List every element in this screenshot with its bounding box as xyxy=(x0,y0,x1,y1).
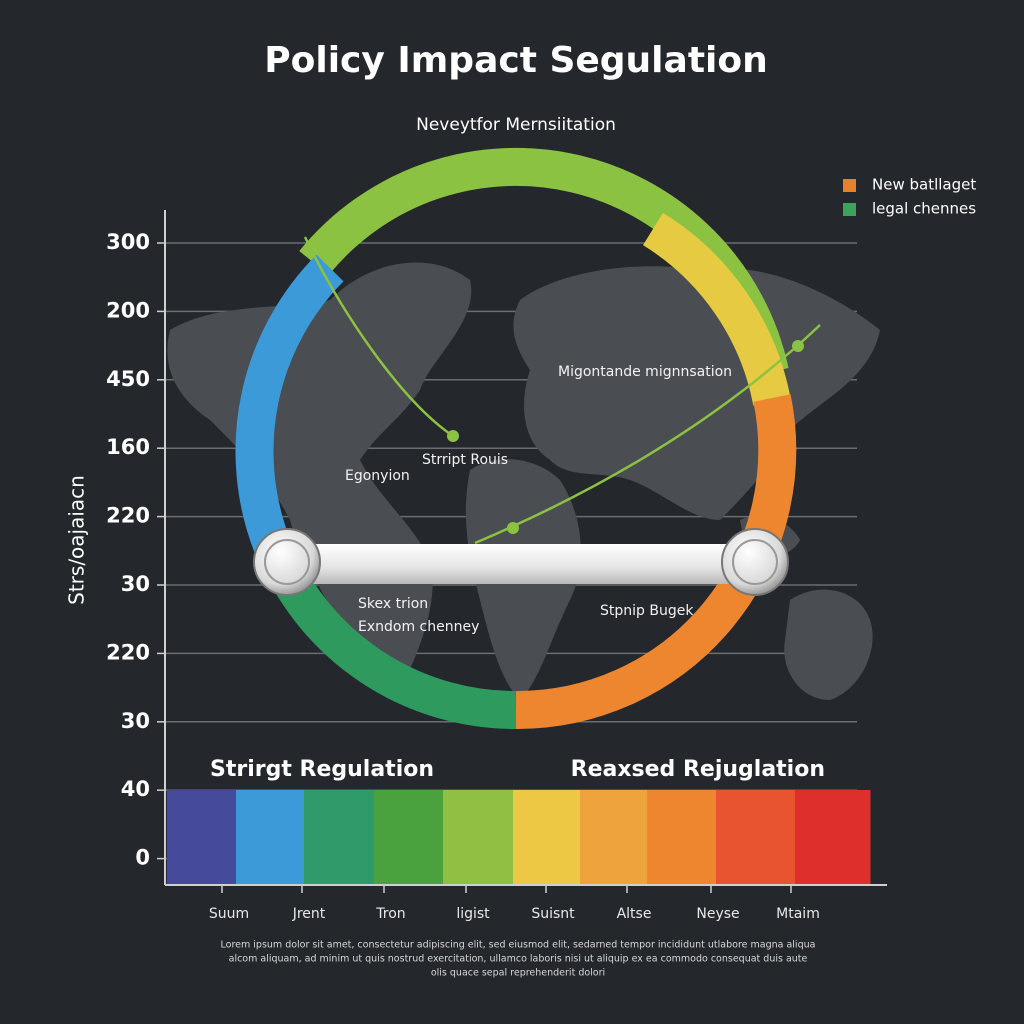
annotation: Exndom chenney xyxy=(358,619,479,635)
ring-segment xyxy=(642,212,791,406)
slider-knob[interactable] xyxy=(721,528,789,596)
x-label: Suum xyxy=(209,906,249,922)
y-label: 220 xyxy=(106,504,150,528)
scale-swatch xyxy=(716,790,796,885)
trend-line xyxy=(474,324,821,545)
y-label: 30 xyxy=(121,572,150,596)
annotation: Stpnip Bugek xyxy=(600,603,694,619)
scale-swatch xyxy=(513,790,581,885)
y-label: 40 xyxy=(121,777,150,801)
x-label: ligist xyxy=(456,906,490,922)
x-label: Mtaim xyxy=(776,906,820,922)
point xyxy=(792,340,804,352)
footer-text: Lorem ipsum dolor sit amet, consectetur … xyxy=(221,940,816,951)
scale-swatch xyxy=(374,790,444,885)
scale-swatch xyxy=(580,790,648,885)
scale-right-label: Reaxsed Rejuglation xyxy=(571,757,825,782)
scale-swatch xyxy=(647,790,717,885)
legend-label: legal chennes xyxy=(872,200,976,218)
footer-text: alcom aliquam, ad minim ut quis nostrud … xyxy=(229,954,808,965)
scale-swatch xyxy=(443,790,514,885)
trend-lines xyxy=(303,236,821,545)
x-label: Tron xyxy=(375,906,405,922)
generated: 300 200 450 160 220 30 220 30 40 0 Suum Jrent Tron li… xyxy=(106,176,976,979)
legend-swatch xyxy=(843,203,856,216)
scale-swatch xyxy=(236,790,305,885)
slider xyxy=(253,528,789,596)
point xyxy=(447,430,459,442)
point xyxy=(507,522,519,534)
y-label: 160 xyxy=(106,435,150,459)
knob-ring xyxy=(732,539,778,585)
slider-knob[interactable] xyxy=(253,528,321,596)
annotation: Skex trion xyxy=(358,596,428,612)
legend-swatch xyxy=(843,179,856,192)
annotation: Strript Rouis xyxy=(422,452,508,468)
scale-swatch xyxy=(795,790,871,885)
y-label: 220 xyxy=(106,640,150,664)
scale-swatch xyxy=(167,790,237,885)
scale-swatch xyxy=(304,790,375,885)
x-label: Altse xyxy=(617,906,652,922)
ring-segment xyxy=(264,556,517,730)
title: Policy Impact Segulation xyxy=(264,40,767,81)
slider-track xyxy=(285,544,755,584)
x-label: Jrent xyxy=(292,906,326,922)
y-label: 0 xyxy=(135,846,150,870)
trend-line xyxy=(303,236,454,438)
scale-left-label: Strirgt Regulation xyxy=(210,757,434,782)
legend-label: New batllaget xyxy=(872,176,976,194)
y-label: 200 xyxy=(106,298,150,322)
footer-text: olis quace sepal reprehenderit dolori xyxy=(431,968,605,979)
annotation: Migontande mignnsation xyxy=(558,364,732,380)
y-axis-title: Strs/oajaiacn xyxy=(65,475,89,605)
y-label: 450 xyxy=(106,367,150,391)
y-label: 300 xyxy=(106,230,150,254)
knob-ring xyxy=(264,539,310,585)
ring xyxy=(235,147,797,730)
x-label: Neyse xyxy=(696,906,739,922)
ring-segment xyxy=(235,254,344,552)
annotation: Egonyion xyxy=(345,468,410,484)
x-label: Suisnt xyxy=(531,906,575,922)
y-label: 30 xyxy=(121,709,150,733)
subtitle: Neveytfor Mernsiitation xyxy=(416,115,616,135)
ring-segment xyxy=(515,394,797,730)
points xyxy=(447,340,804,534)
